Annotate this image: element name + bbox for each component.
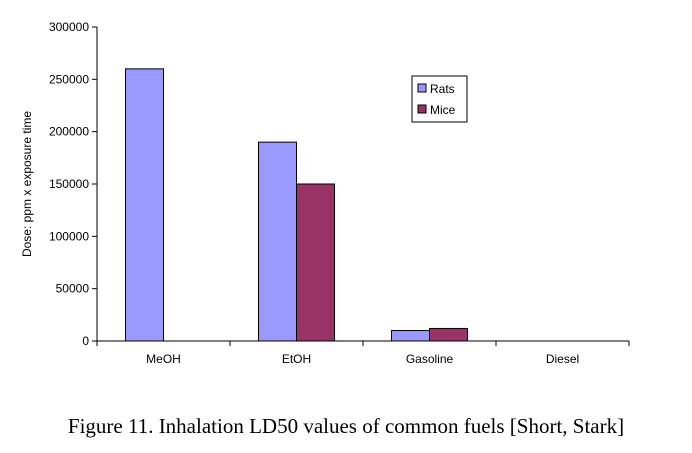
bar-chart: 0 50000 100000 150000 200000 250000 300000 MeO… bbox=[20, 20, 630, 366]
y-tick-label: 100000 bbox=[49, 229, 89, 243]
y-tick-label: 0 bbox=[82, 334, 89, 348]
y-tick-label: 50000 bbox=[56, 282, 90, 296]
figure-caption: Figure 11. Inhalation LD50 values of com… bbox=[67, 414, 625, 438]
bar-mice-gasoline bbox=[429, 327, 468, 342]
bar-rats-gasoline bbox=[391, 330, 430, 342]
legend-label-rats: Rats bbox=[430, 82, 455, 96]
legend-swatch-mice bbox=[417, 104, 427, 114]
x-tick-label: MeOH bbox=[146, 352, 181, 366]
x-tick-label: Gasoline bbox=[406, 352, 454, 366]
x-tick-label: EtOH bbox=[282, 352, 311, 366]
x-ticks: MeOH EtOH Gasoline Diesel bbox=[96, 341, 630, 366]
y-tick-label: 300000 bbox=[49, 20, 89, 34]
bar-rats-meoh bbox=[125, 68, 164, 342]
y-tick-label: 150000 bbox=[49, 177, 89, 191]
y-tick-label: 250000 bbox=[49, 72, 89, 86]
bars-layer bbox=[125, 68, 468, 342]
y-ticks: 0 50000 100000 150000 200000 250000 300000 bbox=[49, 20, 97, 348]
y-axis-title: Dose: ppm x exposure time bbox=[20, 111, 34, 257]
bar-rats-etoh bbox=[258, 141, 297, 342]
y-tick-label: 200000 bbox=[49, 125, 89, 139]
legend-swatch-rats bbox=[417, 83, 427, 93]
x-tick-label: Diesel bbox=[546, 352, 579, 366]
bar-mice-etoh bbox=[296, 183, 335, 342]
legend-label-mice: Mice bbox=[430, 103, 456, 117]
legend: Rats Mice bbox=[411, 75, 468, 123]
